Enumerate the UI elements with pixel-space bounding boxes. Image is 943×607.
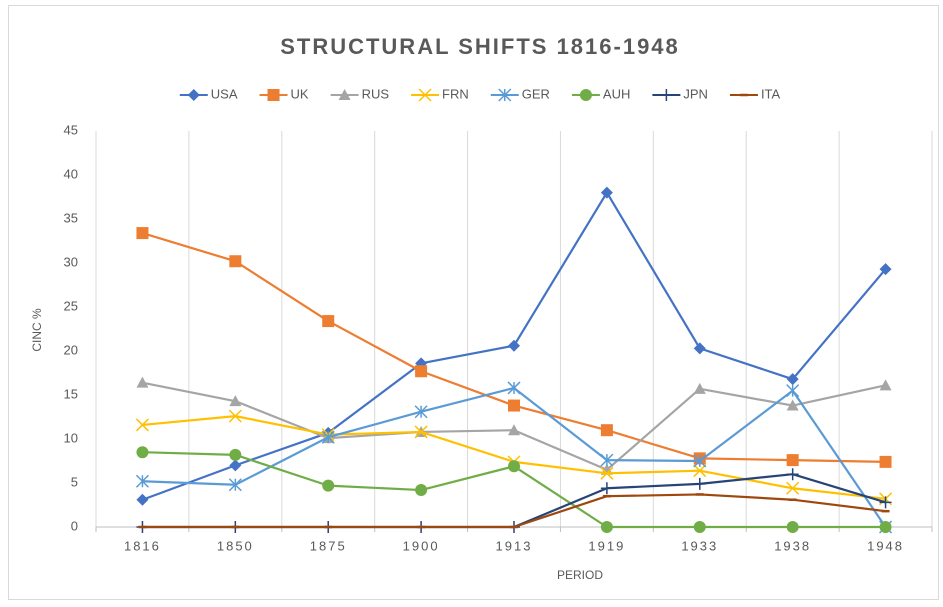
marker: [786, 373, 799, 386]
marker: [600, 453, 614, 467]
x-tick-label: 1919: [588, 538, 625, 553]
chart-border: [8, 5, 939, 600]
legend-label: RUS: [362, 86, 390, 101]
marker: [879, 379, 892, 391]
x-tick-label: 1948: [867, 538, 904, 553]
marker: [786, 399, 799, 411]
marker: [508, 460, 520, 473]
marker: [415, 365, 428, 378]
marker: [229, 255, 242, 268]
legend: USA UK RUS FRN GER AUH JPN ITA: [179, 86, 781, 102]
marker: [786, 468, 799, 481]
marker: [136, 446, 149, 459]
marker: [267, 89, 280, 101]
chart-title: STRUCTURAL SHIFTS 1816-1948: [280, 34, 680, 59]
x-tick-label: 1850: [217, 538, 254, 553]
marker: [508, 339, 520, 352]
y-tick-label: 5: [71, 474, 78, 489]
marker: [693, 382, 706, 394]
marker: [600, 466, 614, 480]
marker: [322, 315, 335, 328]
marker: [229, 459, 242, 472]
marker: [693, 342, 706, 355]
y-axis-label: CINC %: [30, 308, 44, 352]
legend-label: AUH: [603, 86, 630, 101]
marker: [136, 227, 149, 240]
y-tick-label: 0: [71, 518, 78, 533]
y-tick-label: 25: [64, 298, 78, 313]
y-tick-label: 20: [64, 342, 78, 357]
marker: [660, 89, 673, 101]
marker: [135, 418, 149, 432]
marker: [187, 89, 200, 101]
legend-label: ITA: [761, 86, 781, 101]
y-tick-label: 45: [64, 122, 78, 137]
marker: [579, 89, 592, 101]
marker: [879, 455, 892, 468]
marker: [507, 381, 521, 395]
marker: [879, 263, 892, 276]
x-tick-label: 1938: [774, 538, 811, 553]
marker: [414, 425, 428, 439]
marker: [136, 493, 149, 506]
x-tick-label: 1816: [124, 538, 161, 553]
marker: [693, 454, 707, 468]
marker: [786, 481, 800, 495]
legend-label: JPN: [683, 86, 708, 101]
marker: [322, 479, 335, 492]
marker: [600, 521, 613, 533]
marker: [879, 496, 892, 509]
marker: [786, 384, 800, 398]
marker: [321, 430, 335, 444]
marker: [693, 477, 706, 490]
marker: [600, 482, 613, 495]
marker: [693, 521, 706, 533]
marker: [136, 376, 149, 388]
x-tick-label: 1875: [310, 538, 347, 553]
y-tick-label: 40: [64, 166, 78, 181]
marker: [508, 399, 520, 412]
x-tick-label: 1913: [496, 538, 533, 553]
marker: [600, 424, 613, 437]
y-tick-label: 15: [64, 386, 78, 401]
marker: [600, 186, 613, 199]
marker: [508, 424, 520, 436]
y-tick-label: 35: [64, 210, 78, 225]
marker: [228, 478, 242, 492]
legend-label: FRN: [442, 86, 469, 101]
y-tick-label: 30: [64, 254, 78, 269]
marker: [228, 409, 242, 423]
legend-label: UK: [291, 86, 309, 101]
marker: [786, 454, 799, 467]
marker: [338, 89, 351, 100]
marker: [229, 395, 242, 407]
marker: [498, 88, 512, 102]
legend-label: USA: [211, 86, 238, 101]
marker: [229, 448, 242, 461]
marker: [786, 521, 799, 533]
x-tick-label: 1933: [681, 538, 718, 553]
x-axis-label: PERIOD: [557, 568, 603, 582]
marker: [414, 405, 428, 419]
marker: [135, 474, 149, 488]
marker: [879, 521, 892, 533]
marker: [415, 484, 428, 497]
marker: [418, 88, 432, 102]
legend-label: GER: [522, 86, 550, 101]
y-tick-label: 10: [64, 430, 78, 445]
x-tick-label: 1900: [403, 538, 440, 553]
marker: [693, 464, 707, 478]
